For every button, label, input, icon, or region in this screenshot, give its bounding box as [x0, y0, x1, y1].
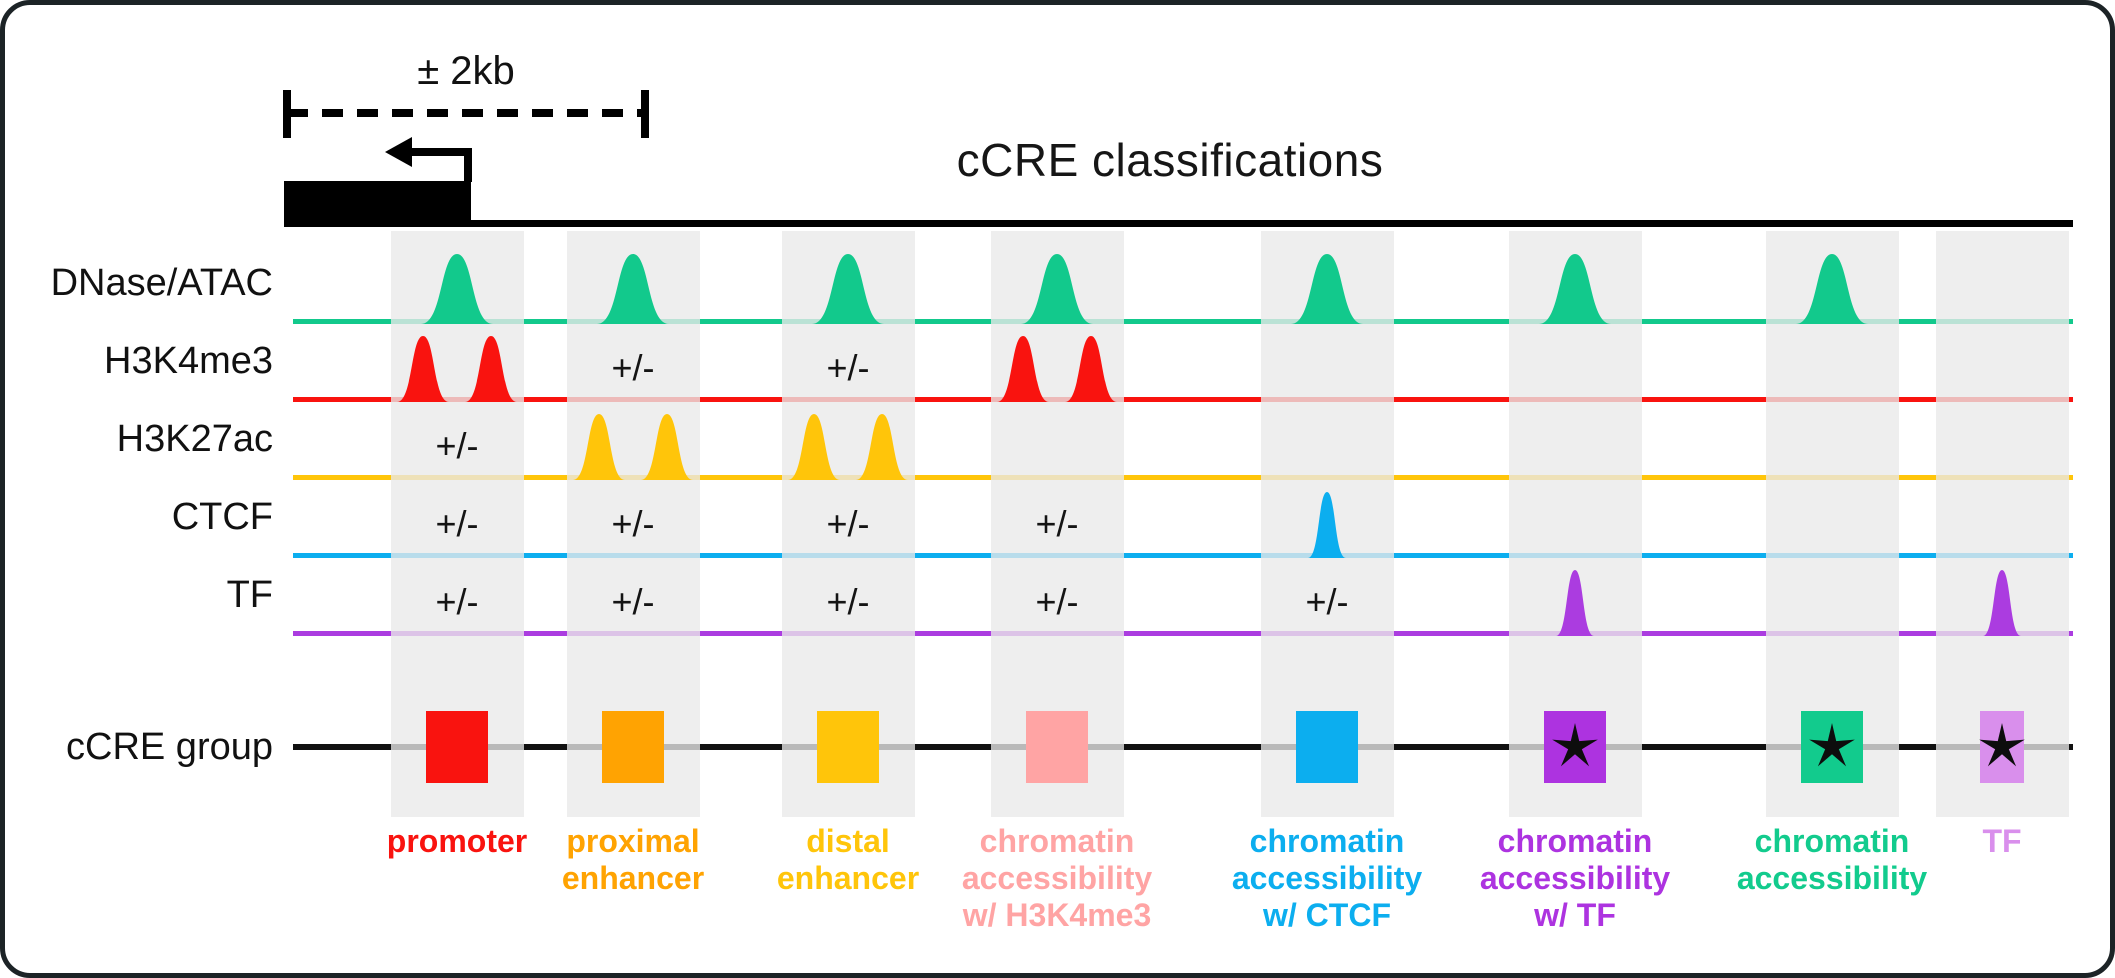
group-label-chromatin-accessibility-ctcf: chromatin accessibility w/ CTCF — [1207, 823, 1447, 934]
group-label-chromatin-accessibility-tf: chromatin accessibility w/ TF — [1455, 823, 1695, 934]
gene-model — [283, 90, 649, 227]
tf-plus-minus: +/- — [435, 581, 479, 622]
ccre-square-tf-group — [1979, 711, 2025, 783]
group-label-line: promoter — [386, 823, 528, 859]
group-label-line: TF — [1982, 823, 2022, 859]
ccre-square-distal-enhancer — [817, 711, 879, 783]
group-label-line: enhancer — [776, 860, 920, 896]
tf-plus-minus: +/- — [1035, 581, 1079, 622]
ccre-square-chromatin-accessibility-h3k4me3 — [1026, 711, 1088, 783]
group-label-chromatin-accessibility: chromatin accessibility — [1712, 823, 1952, 897]
ccre-square-chromatin-accessibility-tf — [1544, 711, 1606, 783]
group-label-line: chromatin — [979, 823, 1135, 859]
group-label-proximal-enhancer: proximal enhancer — [513, 823, 753, 897]
group-label-line: distal — [806, 823, 890, 859]
dnase-peak — [1539, 254, 1611, 324]
star-icon — [1979, 723, 2025, 767]
h3k4me3-plus-minus: +/- — [826, 347, 870, 388]
track-line-h3k4me3 — [293, 397, 2073, 402]
group-label-tf-group: TF — [1882, 823, 2110, 860]
group-label-line: proximal — [566, 823, 700, 859]
scale-label: ± 2kb — [417, 49, 515, 93]
gene-box — [284, 181, 471, 227]
tf-plus-minus: +/- — [826, 581, 870, 622]
group-label-distal-enhancer: distal enhancer — [728, 823, 968, 897]
dnase-peak — [1021, 254, 1093, 324]
track-label-tf: TF — [226, 574, 273, 616]
track-line-h3k27ac — [293, 475, 2073, 480]
ccre-square-promoter — [426, 711, 488, 783]
track-line-ctcf — [293, 553, 2073, 558]
group-label-promoter: promoter — [337, 823, 577, 860]
tf-plus-minus: +/- — [611, 581, 655, 622]
group-label-line: chromatin — [1754, 823, 1910, 859]
track-label-h3k4me3: H3K4me3 — [104, 340, 273, 382]
ccre-square-chromatin-accessibility-ctcf — [1296, 711, 1358, 783]
h3k27ac-peak — [856, 414, 908, 480]
group-label-line: w/ CTCF — [1263, 897, 1391, 933]
group-label-line: accessibility — [1736, 860, 1928, 896]
ctcf-plus-minus: +/- — [435, 503, 479, 544]
dnase-peak — [597, 254, 669, 324]
group-label-line: accessibility — [961, 860, 1153, 896]
gene-baseline — [284, 220, 2073, 227]
track-label-h3k27ac: H3K27ac — [116, 418, 273, 460]
group-label-chromatin-accessibility-h3k4me3: chromatin accessibility w/ H3K4me3 — [937, 823, 1177, 934]
group-label-line: chromatin — [1249, 823, 1405, 859]
tf-plus-minus: +/- — [1305, 581, 1349, 622]
group-label-line: w/ TF — [1534, 897, 1616, 933]
h3k27ac-peak — [573, 414, 625, 480]
ccre-square-proximal-enhancer — [602, 711, 664, 783]
ctcf-peak — [1308, 492, 1346, 558]
track-label-dnase: DNase/ATAC — [50, 262, 273, 304]
track-label-ctcf: CTCF — [171, 496, 273, 538]
star-icon — [1552, 723, 1598, 767]
ccre-group-label: cCRE group — [66, 726, 273, 768]
ccre-square-chromatin-accessibility — [1801, 711, 1863, 783]
group-label-line: chromatin — [1497, 823, 1653, 859]
track-line-tf — [293, 631, 2073, 636]
ctcf-plus-minus: +/- — [826, 503, 870, 544]
track-line-dnase — [293, 319, 2073, 324]
dnase-peak — [1796, 254, 1868, 324]
tf-peak — [1556, 570, 1594, 636]
ctcf-plus-minus: +/- — [1035, 503, 1079, 544]
h3k27ac-peak — [788, 414, 840, 480]
group-label-line: enhancer — [561, 860, 705, 896]
group-label-line: w/ H3K4me3 — [962, 897, 1152, 933]
ccre-group-line — [293, 744, 2073, 750]
group-label-line: accessibility — [1479, 860, 1671, 896]
tf-peak — [1983, 570, 2021, 636]
h3k27ac-peak — [641, 414, 693, 480]
star-icon — [1809, 723, 1855, 767]
dnase-peak — [812, 254, 884, 324]
dnase-peak — [1291, 254, 1363, 324]
dnase-peak — [421, 254, 493, 324]
tss-arrowhead-icon — [385, 137, 412, 167]
h3k4me3-peak — [465, 336, 517, 402]
figure-title: cCRE classifications — [956, 134, 1384, 186]
ctcf-plus-minus: +/- — [611, 503, 655, 544]
h3k27ac-plus-minus: +/- — [435, 425, 479, 466]
h3k4me3-peak — [997, 336, 1049, 402]
h3k4me3-peak — [1065, 336, 1117, 402]
h3k4me3-peak — [397, 336, 449, 402]
h3k4me3-plus-minus: +/- — [611, 347, 655, 388]
group-label-line: accessibility — [1231, 860, 1423, 896]
